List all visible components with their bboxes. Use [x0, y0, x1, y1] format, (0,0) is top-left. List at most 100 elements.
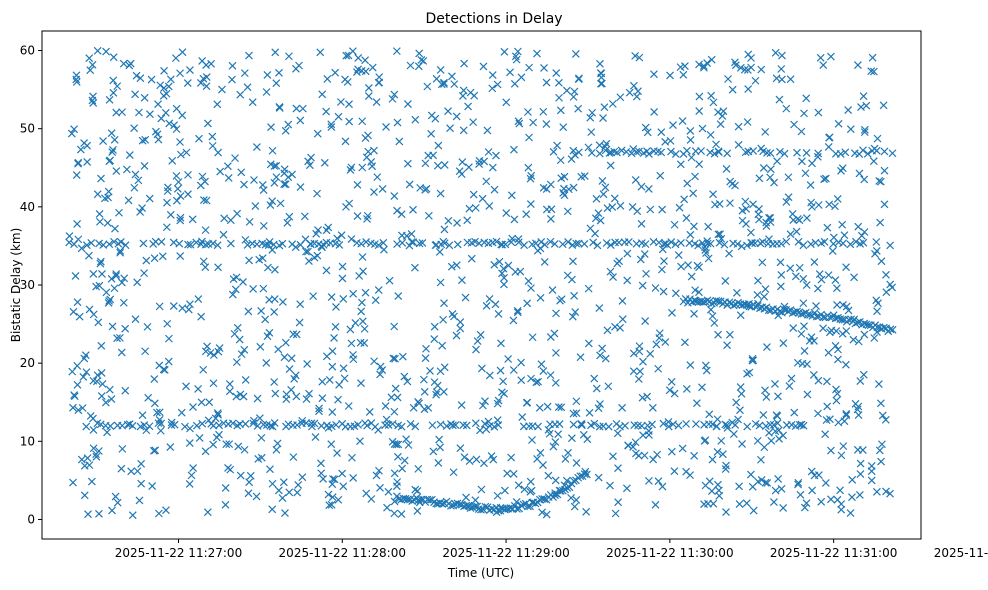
detection-point — [795, 216, 804, 225]
detection-point — [582, 470, 591, 479]
detection-point — [842, 409, 851, 418]
detection-point — [820, 237, 829, 246]
detection-point — [322, 266, 331, 275]
detection-point — [453, 240, 462, 249]
detection-point — [89, 269, 98, 278]
detection-point — [422, 344, 430, 353]
detection-point — [305, 257, 313, 265]
detection-point — [385, 276, 394, 285]
detection-point — [695, 107, 704, 116]
detection-point — [285, 365, 294, 373]
detection-point — [164, 334, 173, 343]
detection-point — [641, 317, 650, 325]
detection-point — [456, 444, 465, 453]
detection-point — [187, 471, 196, 480]
detection-point — [799, 274, 808, 283]
detection-point — [502, 209, 511, 218]
detection-point — [77, 244, 86, 253]
detection-point — [798, 359, 807, 368]
detection-point — [432, 74, 441, 83]
detection-point — [547, 205, 556, 214]
detection-point — [875, 446, 884, 455]
detection-point — [678, 117, 687, 126]
detection-point — [603, 326, 612, 335]
detection-point — [540, 257, 549, 266]
detection-point — [268, 505, 277, 514]
detection-point — [700, 243, 709, 252]
detection-point — [666, 71, 674, 80]
detection-point — [156, 81, 165, 90]
detection-point — [766, 218, 775, 227]
detection-point — [166, 75, 175, 84]
detection-point — [539, 107, 548, 116]
detection-point — [208, 132, 217, 141]
detection-point — [225, 440, 234, 449]
detection-point — [609, 452, 617, 461]
detection-point — [390, 407, 399, 416]
detection-point — [312, 229, 321, 238]
detection-point — [794, 480, 802, 489]
detection-point — [476, 330, 485, 339]
detection-point — [584, 339, 593, 348]
detection-point — [203, 508, 212, 517]
detection-point — [514, 481, 523, 490]
detection-point — [97, 392, 106, 400]
detection-point — [436, 420, 445, 429]
detection-point — [292, 104, 301, 113]
detection-point — [358, 317, 367, 326]
detection-point — [746, 228, 755, 237]
detection-point — [613, 429, 622, 438]
detection-point — [452, 112, 461, 121]
detection-point — [102, 288, 111, 297]
detection-point — [296, 183, 305, 191]
detection-point — [759, 164, 768, 172]
detection-point — [459, 126, 468, 135]
detection-point — [697, 147, 706, 155]
detection-point — [356, 437, 364, 446]
detection-point — [728, 179, 737, 188]
detection-point — [222, 440, 231, 449]
detection-point — [571, 308, 580, 316]
detection-point — [429, 151, 438, 160]
detection-point — [112, 108, 121, 117]
detection-point — [161, 108, 170, 117]
detection-point — [592, 194, 601, 203]
detection-point — [655, 238, 663, 247]
detection-point — [734, 415, 743, 424]
detection-point — [698, 124, 707, 133]
detection-point — [199, 74, 208, 83]
detection-point — [228, 75, 236, 84]
detection-point — [413, 506, 422, 515]
detection-point — [178, 304, 187, 313]
detection-point — [106, 422, 115, 430]
detection-point — [296, 300, 305, 309]
detection-point — [520, 241, 529, 250]
detection-point — [622, 484, 631, 493]
detection-point — [772, 411, 781, 420]
detection-point — [851, 399, 860, 408]
detection-point — [775, 95, 784, 104]
detection-point — [398, 352, 407, 361]
detection-point — [261, 315, 270, 324]
detection-point — [690, 451, 699, 460]
detection-point — [859, 146, 867, 155]
detection-point — [665, 386, 674, 395]
detection-point — [73, 219, 82, 228]
detection-point — [776, 282, 785, 291]
detection-point — [107, 395, 116, 403]
detection-point — [500, 47, 509, 56]
detection-point — [766, 149, 775, 158]
detection-point — [826, 446, 835, 455]
detection-point — [834, 355, 842, 364]
detection-point — [391, 384, 400, 393]
detection-point — [444, 107, 452, 116]
detection-point — [370, 188, 378, 196]
detection-point — [440, 225, 449, 234]
detection-point — [492, 151, 500, 160]
detection-point — [382, 415, 391, 424]
detection-point — [104, 299, 113, 307]
detection-point — [596, 59, 604, 68]
detection-point — [471, 203, 480, 212]
detection-point — [633, 207, 642, 216]
